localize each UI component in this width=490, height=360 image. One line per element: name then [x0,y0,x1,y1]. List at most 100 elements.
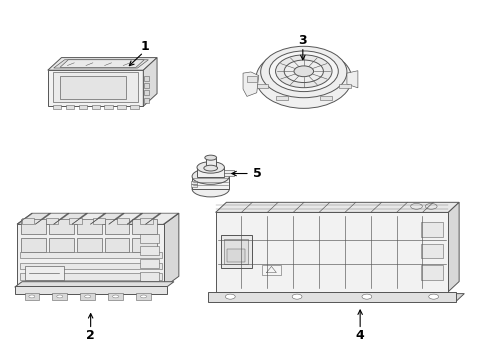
Polygon shape [208,294,465,302]
Polygon shape [347,71,358,88]
Text: 3: 3 [298,34,307,47]
Bar [108,293,123,300]
Text: 2: 2 [86,329,95,342]
Bar [104,219,129,234]
Ellipse shape [225,294,235,299]
Polygon shape [206,158,216,168]
Ellipse shape [205,155,217,160]
Bar [227,249,245,262]
Polygon shape [220,235,252,268]
Polygon shape [55,213,86,224]
Bar [141,217,153,224]
Polygon shape [216,212,448,292]
Bar [52,293,67,300]
Bar [15,287,167,294]
Bar [247,76,257,82]
Polygon shape [243,72,259,96]
Bar [24,293,39,300]
Ellipse shape [113,295,119,298]
Bar [421,265,443,280]
Bar [132,238,157,252]
Bar [339,84,351,88]
Ellipse shape [141,295,147,298]
Polygon shape [192,176,229,189]
Bar [421,222,443,237]
Bar [92,105,100,109]
Bar [78,105,87,109]
Bar [77,219,101,234]
Bar [21,219,46,234]
Bar [20,274,162,280]
Text: 1: 1 [140,40,149,53]
Bar [140,271,159,281]
Polygon shape [191,184,197,187]
Bar [53,105,62,109]
Ellipse shape [204,165,218,171]
Bar [46,217,58,224]
Polygon shape [48,58,157,70]
Text: 4: 4 [356,329,365,342]
Bar [421,244,443,258]
Bar [66,105,74,109]
Bar [20,252,162,258]
Bar [53,72,139,102]
Bar [144,98,149,103]
Ellipse shape [411,203,422,209]
Polygon shape [92,213,122,224]
Text: 5: 5 [253,167,262,180]
Bar [20,263,162,269]
Bar [224,239,248,264]
Bar [49,238,74,252]
Bar [140,246,159,256]
Bar [70,217,82,224]
Ellipse shape [192,181,229,197]
Ellipse shape [425,203,437,209]
Bar [22,217,34,224]
Bar [262,265,281,275]
Polygon shape [147,213,178,224]
Bar [140,259,159,268]
Polygon shape [224,170,234,176]
Ellipse shape [284,60,323,82]
Polygon shape [191,181,197,184]
Bar [24,266,64,280]
Bar [60,76,126,99]
Ellipse shape [429,294,439,299]
Ellipse shape [275,55,332,88]
Polygon shape [216,202,459,212]
Bar [117,217,129,224]
Bar [104,105,113,109]
Bar [77,238,101,252]
Ellipse shape [57,295,63,298]
Polygon shape [48,70,143,106]
Polygon shape [74,213,104,224]
Bar [93,217,105,224]
Ellipse shape [362,294,372,299]
Ellipse shape [292,294,302,299]
Polygon shape [54,60,148,68]
Polygon shape [110,213,141,224]
Polygon shape [17,213,179,224]
Bar [257,84,269,88]
Polygon shape [37,213,68,224]
Ellipse shape [29,295,35,298]
Bar [136,293,151,300]
Polygon shape [197,167,224,177]
Bar [144,90,149,95]
Polygon shape [17,224,164,287]
Bar [49,219,74,234]
Polygon shape [15,282,174,287]
Polygon shape [128,213,160,224]
Bar [132,219,157,234]
Bar [144,83,149,88]
Bar [144,76,149,81]
Ellipse shape [85,295,91,298]
Polygon shape [60,60,144,67]
Bar [104,238,129,252]
Polygon shape [448,202,459,292]
Ellipse shape [270,51,338,91]
Ellipse shape [192,168,229,184]
Bar [21,238,46,252]
Bar [276,96,288,100]
Polygon shape [18,213,49,224]
